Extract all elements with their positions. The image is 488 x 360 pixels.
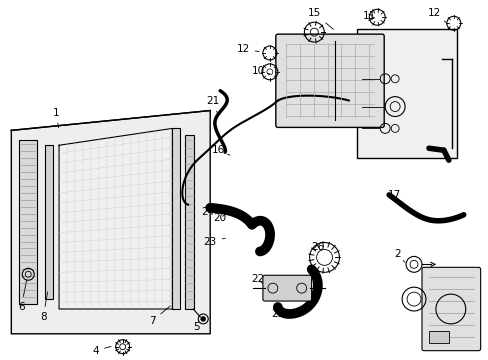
Text: 21: 21 xyxy=(206,96,219,113)
Text: 2: 2 xyxy=(393,249,404,262)
Text: 22: 22 xyxy=(251,274,264,284)
Text: 4: 4 xyxy=(92,346,111,356)
Text: 15: 15 xyxy=(307,8,333,30)
Text: 11: 11 xyxy=(362,11,375,21)
Text: 19: 19 xyxy=(416,133,430,150)
Bar xyxy=(185,135,194,309)
Text: 16: 16 xyxy=(211,145,230,155)
Text: 5: 5 xyxy=(193,317,202,332)
Text: 10: 10 xyxy=(251,66,269,76)
Text: 20: 20 xyxy=(213,213,226,223)
Text: 25: 25 xyxy=(271,309,284,319)
Text: 26: 26 xyxy=(310,243,324,252)
Polygon shape xyxy=(11,111,210,334)
Bar xyxy=(428,331,448,343)
Text: 12: 12 xyxy=(427,8,445,22)
Text: 12: 12 xyxy=(236,44,259,54)
Text: 14: 14 xyxy=(347,51,366,61)
Bar xyxy=(19,140,37,304)
Text: 6: 6 xyxy=(18,280,27,312)
Text: 9: 9 xyxy=(443,269,449,279)
Text: 13: 13 xyxy=(347,88,366,104)
Polygon shape xyxy=(59,129,172,309)
Text: 24: 24 xyxy=(201,207,214,217)
Text: 1: 1 xyxy=(53,108,59,128)
Text: 23: 23 xyxy=(203,237,225,247)
Text: 17: 17 xyxy=(386,190,402,207)
FancyBboxPatch shape xyxy=(421,267,480,351)
FancyBboxPatch shape xyxy=(357,29,456,158)
Circle shape xyxy=(201,316,205,321)
FancyBboxPatch shape xyxy=(263,275,311,301)
Text: 7: 7 xyxy=(149,306,170,326)
FancyBboxPatch shape xyxy=(275,34,384,127)
Text: 8: 8 xyxy=(40,292,47,322)
Text: 3: 3 xyxy=(424,296,436,306)
Bar xyxy=(172,129,180,309)
Text: 18: 18 xyxy=(347,113,360,126)
Text: 14: 14 xyxy=(347,111,366,121)
Bar xyxy=(45,145,53,299)
